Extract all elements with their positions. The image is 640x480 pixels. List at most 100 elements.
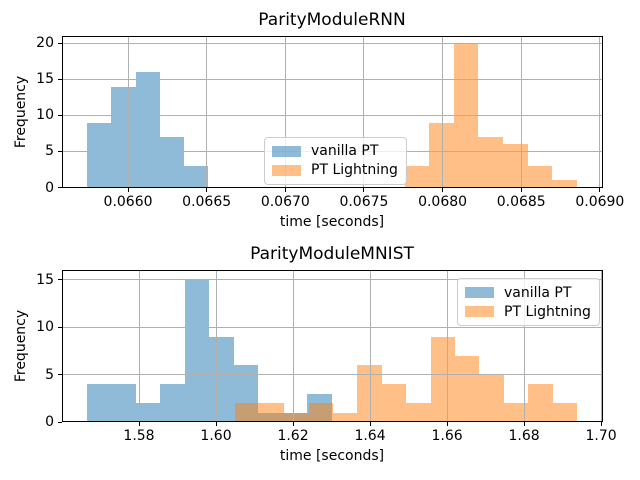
x-gridline [284, 36, 286, 188]
subplot-mnist-title: ParityModuleMNIST [250, 244, 414, 264]
histogram-bar-pt-lightning [308, 403, 333, 422]
x-gridline [363, 36, 365, 188]
x-gridline [446, 270, 448, 422]
histogram-bar-vanilla-pt [209, 336, 234, 422]
subplot-rnn-axes: 0.0660 0.0665 0.0670 0.0675 0.0680 0.0685 0.06… [36, 35, 624, 209]
legend-swatch-pt-lightning [465, 306, 494, 317]
histogram-bar-vanilla-pt [87, 122, 112, 188]
x-tick-label: 0.0690 [575, 193, 625, 210]
y-tick-label: 15 [36, 271, 54, 288]
histogram-bar-pt-lightning [430, 336, 455, 422]
x-gridline [206, 36, 208, 188]
legend-label-vanilla-pt: vanilla PT [504, 284, 572, 301]
y-tick-label: 15 [36, 71, 54, 88]
x-tick-label: 1.64 [354, 428, 386, 444]
x-tick-mark [363, 187, 365, 192]
legend-swatch-vanilla-pt [272, 145, 301, 157]
x-gridline [520, 36, 522, 188]
legend-label-pt-lightning: PT Lightning [311, 162, 398, 178]
y-tick-mark [58, 326, 62, 328]
y-gridline [62, 114, 603, 116]
legend-entry-pt-lightning: PT Lightning [465, 302, 591, 321]
histogram-bar-pt-lightning [429, 122, 454, 188]
x-gridline [215, 270, 217, 422]
x-tick-label: 1.68 [508, 428, 540, 444]
x-tick-label: 1.70 [585, 428, 617, 444]
x-gridline [292, 270, 294, 422]
histogram-bar-vanilla-pt [87, 384, 112, 422]
histogram-bar-pt-lightning [527, 165, 553, 188]
y-tick-label: 10 [36, 319, 54, 335]
histogram-bar-pt-lightning [406, 403, 431, 422]
histogram-bar-vanilla-pt [184, 165, 209, 188]
histogram-bar-vanilla-pt [160, 384, 185, 422]
x-tick-label: 0.0675 [339, 193, 389, 210]
histogram-bar-pt-lightning [552, 403, 578, 422]
histogram-bar-pt-lightning [528, 384, 553, 422]
x-tick-mark [599, 187, 601, 192]
y-gridline [62, 326, 603, 328]
x-tick-label: 0.0660 [103, 193, 153, 210]
y-tick-mark [58, 42, 62, 44]
y-tick-label: 5 [45, 366, 54, 383]
subplot-mnist-xlabel: time [seconds] [279, 448, 385, 464]
x-tick-mark [127, 187, 129, 192]
x-gridline [600, 270, 602, 422]
x-gridline [127, 36, 129, 188]
histogram-bar-pt-lightning [404, 165, 430, 188]
subplot-rnn-title: ParityModuleRNN [258, 10, 406, 30]
y-gridline [62, 42, 603, 44]
x-tick-mark [206, 187, 208, 192]
y-gridline [62, 374, 603, 375]
x-tick-mark [284, 187, 286, 192]
x-tick-mark [523, 422, 525, 426]
histogram-bar-vanilla-pt [159, 137, 185, 188]
histogram-bar-pt-lightning [478, 137, 503, 188]
y-tick-label: 20 [36, 35, 54, 52]
plot-area [62, 270, 603, 422]
histogram-bar-vanilla-pt [111, 86, 136, 188]
legend: vanilla PT PT Lightning [264, 136, 407, 185]
legend-swatch-pt-lightning [272, 164, 301, 176]
y-tick-label: 5 [45, 143, 54, 160]
histogram-bar-vanilla-pt [111, 384, 136, 422]
x-tick-mark [600, 422, 602, 426]
histogram-bar-pt-lightning [259, 403, 285, 422]
y-tick-mark [58, 114, 62, 116]
histogram-bar-pt-lightning [332, 412, 358, 422]
histogram-bar-pt-lightning [454, 355, 480, 422]
legend: vanilla PT PT Lightning [457, 278, 600, 326]
x-tick-label: 1.66 [431, 428, 463, 444]
x-gridline [523, 270, 525, 422]
y-tick-mark [58, 187, 62, 188]
x-tick-mark [446, 422, 448, 426]
x-tick-label: 1.58 [123, 428, 155, 444]
y-tick-mark [58, 150, 62, 152]
histogram-bar-vanilla-pt [184, 279, 210, 422]
y-tick-mark [58, 279, 62, 280]
x-tick-label: 1.60 [200, 428, 232, 444]
x-tick-label: 0.0665 [182, 193, 232, 210]
x-tick-label: 0.0670 [260, 193, 310, 210]
y-tick-mark [58, 78, 62, 80]
x-tick-label: 1.62 [277, 428, 309, 444]
legend-swatch-vanilla-pt [465, 287, 494, 298]
x-tick-mark [138, 422, 140, 426]
histogram-bar-vanilla-pt [135, 403, 161, 422]
histogram-bar-pt-lightning [479, 374, 504, 422]
x-tick-mark [520, 187, 522, 192]
legend-entry-vanilla-pt: vanilla PT [465, 283, 591, 302]
histogram-bar-pt-lightning [552, 180, 577, 188]
y-gridline [62, 78, 603, 80]
y-tick-mark [58, 374, 62, 375]
histogram-bar-pt-lightning [235, 403, 260, 422]
x-tick-mark [292, 422, 294, 426]
y-gridline [62, 279, 603, 280]
x-tick-label: 0.0680 [418, 193, 468, 210]
subplot-rnn-xlabel: time [seconds] [279, 214, 385, 230]
histogram-bar-pt-lightning [381, 384, 407, 422]
x-tick-mark [215, 422, 217, 426]
x-gridline [599, 36, 601, 188]
legend-entry-vanilla-pt: vanilla PT [272, 142, 398, 161]
